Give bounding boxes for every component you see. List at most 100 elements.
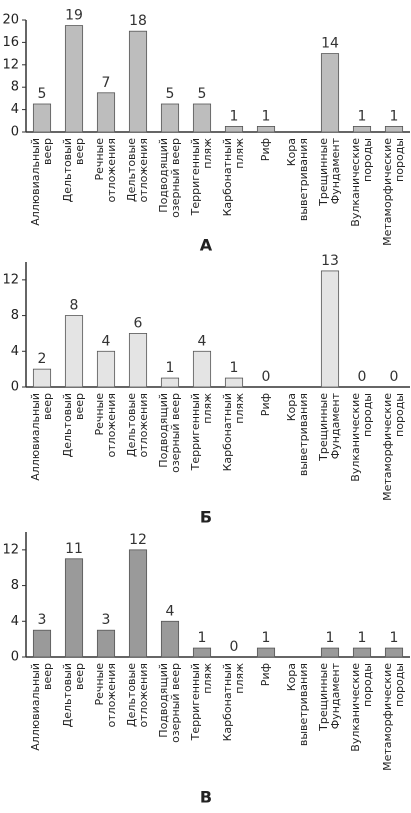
x-tick-label: Карбонатный (221, 663, 234, 741)
value-label: 1 (326, 630, 335, 646)
value-label: 1 (358, 108, 367, 124)
bar (192, 350, 212, 388)
x-tick-label: отложения (137, 393, 150, 458)
x-tick-label: выветривания (297, 138, 310, 221)
bar (96, 350, 116, 388)
x-tick-label: Трещинные (317, 138, 330, 207)
value-label: 2 (38, 351, 47, 367)
x-tick-label: озерный веер (169, 663, 182, 743)
bar (96, 92, 116, 133)
x-tick-label: отложения (105, 663, 118, 728)
value-label: 12 (129, 532, 147, 548)
x-tick-label: отложения (137, 138, 150, 203)
value-label: 13 (321, 253, 339, 269)
y-tick-label: 12 (2, 272, 19, 287)
x-tick-label: пляж (233, 663, 246, 694)
x-tick-label: Вулканические (349, 138, 362, 227)
bar (160, 103, 180, 133)
x-tick-label: Подводящий (157, 138, 170, 213)
x-tick-label: пляж (233, 393, 246, 424)
x-tick-label: Аллювиальный (29, 138, 42, 226)
x-tick-label: Метаморфические (381, 138, 394, 246)
x-tick-label: Карбонатный (221, 393, 234, 471)
x-tick-label: пляж (201, 663, 214, 694)
value-label: 4 (166, 603, 175, 619)
x-tick-label: Терригенный (189, 393, 202, 471)
x-tick-label: Кора (285, 393, 298, 421)
chart-title: Б (200, 508, 212, 527)
x-tick-label: Риф (259, 138, 272, 161)
bar (64, 315, 84, 388)
bar (224, 126, 244, 133)
y-tick-label: 0 (11, 125, 19, 140)
value-label: 4 (102, 333, 111, 349)
x-tick-label: пляж (201, 393, 214, 424)
x-tick-label: породы (361, 393, 374, 437)
y-tick-label: 8 (11, 80, 19, 95)
value-label: 4 (198, 333, 207, 349)
x-tick-label: породы (393, 138, 406, 182)
value-label: 8 (70, 298, 79, 314)
bar (352, 126, 372, 133)
y-tick-label: 12 (2, 542, 19, 557)
x-tick-label: пляж (233, 138, 246, 169)
y-tick-label: 8 (11, 578, 19, 593)
value-label: 3 (38, 612, 47, 628)
x-tick-label: Риф (259, 393, 272, 416)
y-tick-label: 12 (2, 57, 19, 72)
chart-title: В (200, 788, 212, 807)
bar (192, 103, 212, 133)
value-label: 5 (166, 86, 175, 102)
x-tick-label: породы (361, 138, 374, 182)
x-tick-label: Аллювиальный (29, 393, 42, 481)
x-tick-label: породы (393, 393, 406, 437)
x-tick-label: Речные (93, 663, 106, 706)
x-tick-label: Терригенный (189, 138, 202, 216)
x-tick-label: Дельтовые (125, 663, 138, 727)
value-label: 1 (262, 108, 271, 124)
x-tick-label: породы (393, 663, 406, 707)
y-tick-label: 4 (11, 102, 19, 117)
x-tick-label: Метаморфические (381, 663, 394, 771)
y-tick-label: 0 (11, 380, 19, 395)
bar (256, 647, 276, 658)
value-label: 6 (134, 315, 143, 331)
x-tick-label: Риф (259, 663, 272, 686)
x-tick-label: Дельтовые (125, 138, 138, 202)
value-label: 5 (38, 86, 47, 102)
value-label: 5 (198, 86, 207, 102)
value-label: 11 (65, 541, 83, 557)
x-tick-label: Подводящий (157, 663, 170, 738)
x-tick-label: Дельтовый (61, 663, 74, 727)
x-tick-label: Дельтовый (61, 138, 74, 202)
x-tick-label: веер (41, 663, 54, 690)
x-tick-label: Дельтовые (125, 393, 138, 457)
bar (128, 549, 148, 658)
value-label: 1 (390, 108, 399, 124)
bar (32, 629, 52, 658)
x-tick-label: Фундамент (329, 662, 342, 729)
y-tick-label: 8 (11, 308, 19, 323)
value-label: 1 (390, 630, 399, 646)
x-tick-label: отложения (105, 393, 118, 458)
bar (160, 377, 180, 388)
bar (224, 377, 244, 388)
x-tick-label: Речные (93, 393, 106, 436)
bar (320, 647, 340, 658)
bar (64, 558, 84, 658)
value-label: 19 (65, 8, 83, 24)
bar (384, 126, 404, 133)
value-label: 1 (230, 108, 239, 124)
y-tick-label: 4 (11, 614, 19, 629)
bar (32, 103, 52, 133)
value-label: 0 (230, 639, 239, 655)
bar (320, 270, 340, 388)
x-tick-label: веер (41, 138, 54, 165)
x-tick-label: Карбонатный (221, 138, 234, 216)
x-tick-label: веер (73, 393, 86, 420)
x-tick-label: Метаморфические (381, 393, 394, 501)
x-tick-label: Речные (93, 138, 106, 181)
y-tick-label: 20 (2, 13, 19, 28)
value-label: 3 (102, 612, 111, 628)
